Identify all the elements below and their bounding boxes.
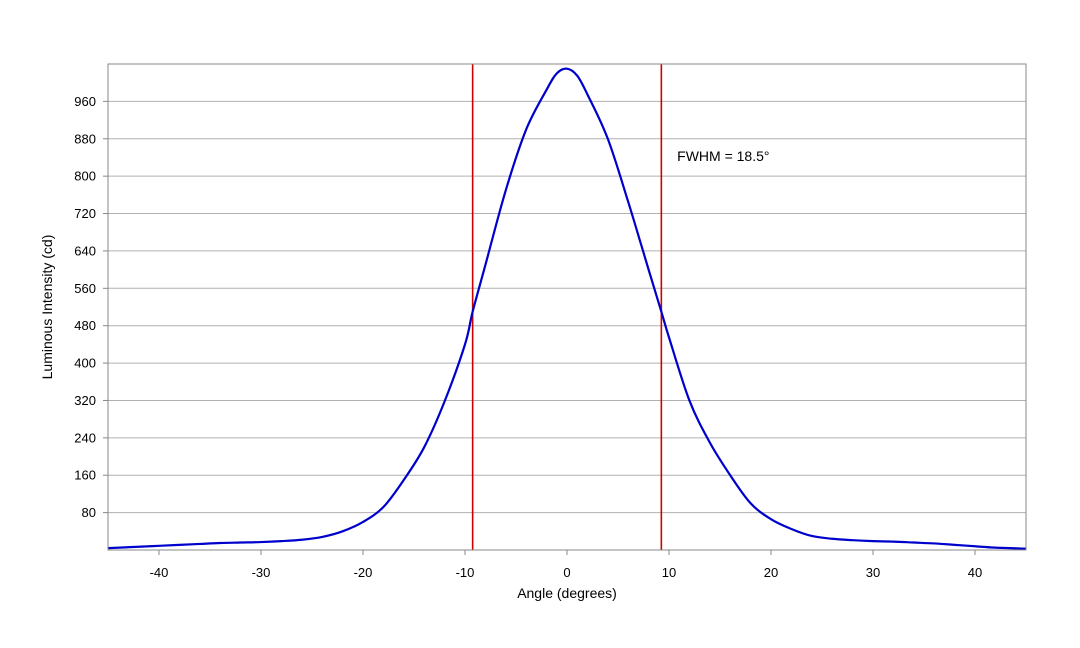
x-axis-title: Angle (degrees)	[517, 585, 617, 601]
x-axis-ticks: -40 -30 -20 -10 0 10 20 30 40	[150, 550, 982, 580]
y-tick-label: 320	[74, 393, 96, 408]
fwhm-annotation: FWHM = 18.5°	[677, 148, 769, 164]
series-line	[107, 67, 1027, 550]
x-tick-label: 30	[866, 565, 880, 580]
y-tick-label: 880	[74, 131, 96, 146]
x-tick-label: -20	[354, 565, 373, 580]
y-tick-label: 960	[74, 94, 96, 109]
annotations: FWHM = 18.5°	[677, 148, 769, 164]
x-tick-label: -10	[456, 565, 475, 580]
grid-lines	[108, 100, 1026, 514]
x-tick-label: -30	[252, 565, 271, 580]
x-tick-label: -40	[150, 565, 169, 580]
y-tick-label: 640	[74, 243, 96, 258]
y-axis-title: Luminous Intensity (cd)	[39, 235, 55, 380]
x-tick-label: 20	[764, 565, 778, 580]
x-tick-label: 0	[563, 565, 570, 580]
y-tick-label: 400	[74, 356, 96, 371]
y-tick-label: 240	[74, 430, 96, 445]
y-tick-label: 80	[82, 505, 96, 520]
fwhm-markers	[471, 64, 663, 550]
y-tick-label: 800	[74, 169, 96, 184]
y-tick-label: 160	[74, 468, 96, 483]
y-tick-label: 480	[74, 318, 96, 333]
x-tick-label: 40	[968, 565, 982, 580]
y-tick-label: 560	[74, 281, 96, 296]
y-tick-label: 720	[74, 206, 96, 221]
y-axis-ticks: 80 160 240 320 400 480 560 640 720 800 880 960	[74, 94, 108, 520]
x-tick-label: 10	[662, 565, 676, 580]
